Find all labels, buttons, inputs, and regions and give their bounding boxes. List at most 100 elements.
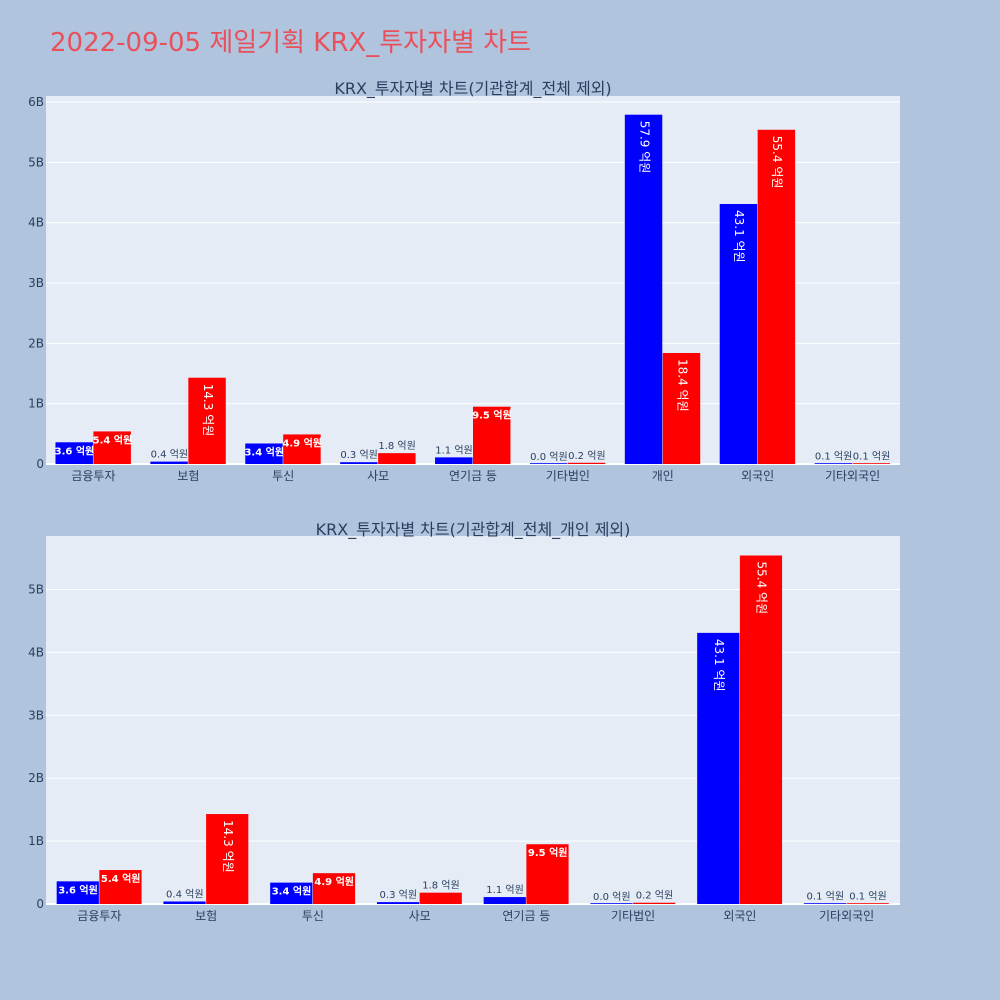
bar-buy: [803, 903, 847, 904]
data-label: 0.2 억원: [636, 890, 673, 902]
bar-sell: [283, 434, 321, 464]
bar-sell: [378, 453, 416, 464]
bar-sell: [312, 873, 356, 904]
data-label: 0.0 억원: [593, 891, 630, 903]
data-label: 0.1 억원: [849, 890, 886, 902]
x-tick-label: 기타외국인: [825, 469, 880, 483]
x-tick-label: 금융투자: [71, 469, 115, 483]
x-tick-label: 사모: [367, 469, 389, 483]
data-label: 0.1 억원: [807, 890, 844, 902]
x-tick-label: 개인: [652, 469, 674, 483]
data-label: 55.4 억원: [755, 562, 769, 615]
bar-buy: [245, 443, 283, 464]
data-label: 5.4 억원: [93, 433, 133, 446]
bar-buy: [624, 114, 663, 465]
y-tick-label: 6B: [28, 95, 44, 109]
chart-title: KRX_투자자별 차트(기관합계_전체_개인 제외): [316, 520, 631, 540]
bar-sell: [419, 892, 462, 904]
data-label: 0.0 억원: [530, 451, 567, 463]
data-label: 5.4 억원: [101, 872, 141, 885]
bar-sell: [473, 406, 511, 464]
chart-title: KRX_투자자별 차트(기관합계_전체 제외): [334, 79, 611, 99]
y-tick-label: 0: [36, 897, 44, 911]
data-label: 0.2 억원: [568, 450, 605, 462]
x-tick-label: 투신: [272, 469, 294, 483]
y-tick-label: 2B: [28, 336, 44, 350]
y-tick-label: 3B: [28, 276, 44, 290]
data-label: 1.8 억원: [422, 880, 459, 892]
y-tick-label: 3B: [28, 708, 44, 722]
data-label: 9.5 억원: [528, 846, 568, 859]
bar-sell: [93, 431, 131, 464]
bar-buy: [483, 897, 526, 904]
x-tick-label: 연기금 등: [449, 469, 497, 483]
bar-buy: [529, 463, 568, 464]
bar-sell: [633, 902, 676, 904]
bar-buy: [814, 463, 853, 464]
bar-buy: [55, 442, 93, 464]
y-tick-label: 5B: [28, 582, 44, 596]
bar-sell: [188, 377, 226, 464]
data-label: 1.1 억원: [435, 444, 472, 456]
data-label: 0.3 억원: [340, 449, 377, 461]
data-label: 3.6 억원: [55, 444, 95, 457]
x-tick-label: 외국인: [723, 909, 756, 923]
bar-buy: [376, 902, 420, 904]
x-tick-label: 투신: [302, 909, 324, 923]
data-label: 3.6 억원: [58, 883, 98, 896]
data-label: 9.5 억원: [472, 409, 512, 422]
bar-buy: [340, 462, 378, 464]
bar-sell: [662, 352, 701, 464]
data-label: 4.9 억원: [314, 875, 354, 888]
data-label: 0.3 억원: [380, 889, 417, 901]
y-tick-label: 4B: [28, 645, 44, 659]
data-label: 0.1 억원: [853, 450, 890, 462]
data-label: 18.4 억원: [675, 359, 689, 412]
x-tick-label: 기타법인: [546, 469, 590, 483]
x-tick-label: 기타외국인: [819, 909, 874, 923]
y-tick-label: 0: [36, 457, 44, 471]
bar-sell: [739, 555, 783, 904]
bar-sell: [99, 870, 142, 904]
data-label: 1.1 억원: [486, 884, 523, 896]
y-tick-label: 1B: [28, 834, 44, 848]
x-tick-label: 보험: [177, 469, 199, 483]
x-tick-label: 금융투자: [77, 909, 121, 923]
data-label: 43.1 억원: [732, 210, 746, 263]
data-label: 14.3 억원: [201, 384, 215, 437]
bar-buy: [435, 457, 473, 464]
bar-buy: [163, 901, 206, 904]
bar-sell: [567, 462, 606, 464]
x-tick-label: 연기금 등: [502, 909, 550, 923]
bar-buy: [697, 632, 740, 904]
data-label: 4.9 억원: [282, 436, 322, 449]
bar-sell: [852, 463, 891, 464]
x-tick-label: 외국인: [741, 469, 774, 483]
bar-buy: [719, 203, 758, 465]
data-label: 3.4 억원: [272, 885, 312, 898]
data-label: 57.9 억원: [637, 121, 651, 174]
data-label: 3.4 억원: [244, 445, 284, 458]
bar-sell: [846, 903, 889, 904]
bar-buy: [270, 882, 313, 904]
bar-buy: [590, 903, 633, 904]
data-label: 0.4 억원: [151, 449, 188, 461]
y-tick-label: 5B: [28, 155, 44, 169]
x-tick-label: 사모: [409, 909, 431, 923]
y-tick-label: 4B: [28, 216, 44, 230]
data-label: 1.8 억원: [378, 440, 415, 452]
data-label: 0.4 억원: [166, 888, 203, 900]
x-tick-label: 보험: [195, 909, 217, 923]
bar-sell: [526, 844, 569, 904]
bar-sell: [206, 814, 249, 904]
bar-buy: [150, 461, 188, 464]
data-label: 0.1 억원: [815, 450, 852, 462]
data-label: 55.4 억원: [770, 136, 784, 189]
y-tick-label: 2B: [28, 771, 44, 785]
data-label: 43.1 억원: [712, 639, 726, 692]
bar-buy: [56, 881, 99, 904]
page-title: 2022-09-05 제일기획 KRX_투자자별 차트: [50, 28, 532, 58]
chart-top: KRX_투자자별 차트(기관합계_전체 제외) 0 1B 2B 3B 4B 5B 6B 금융투자…: [28, 79, 900, 483]
data-label: 14.3 억원: [221, 820, 235, 873]
